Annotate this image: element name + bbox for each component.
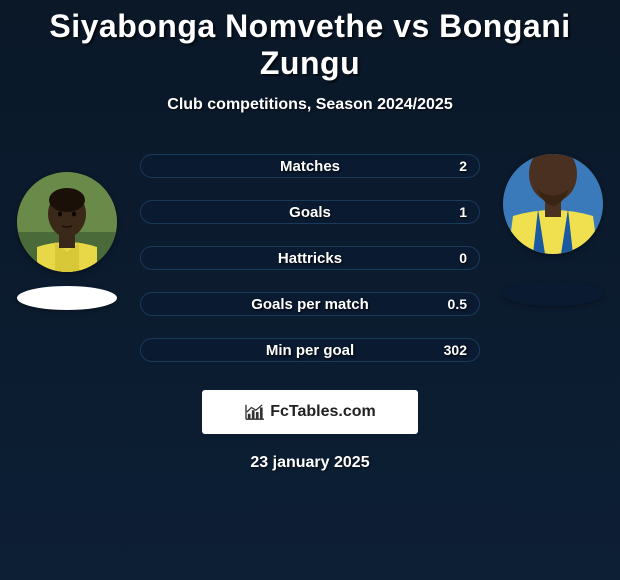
- stat-value: 2: [459, 158, 467, 174]
- player-right-column: [498, 154, 608, 306]
- player-left-column: [12, 154, 122, 310]
- stat-value: 1: [459, 204, 467, 220]
- chart-icon: [244, 403, 266, 421]
- date-label: 23 january 2025: [0, 454, 620, 472]
- stat-label: Min per goal: [266, 342, 354, 359]
- stat-bar-matches: Matches 2: [140, 154, 480, 178]
- stat-label: Hattricks: [278, 250, 342, 267]
- player-left-avatar: [17, 172, 117, 272]
- stat-label: Matches: [280, 158, 340, 175]
- brand-badge[interactable]: FcTables.com: [202, 390, 418, 434]
- main-row: Matches 2 Goals 1 Hattricks 0 Goals per …: [0, 154, 620, 362]
- player-right-avatar: [503, 154, 603, 254]
- player-right-flag: [503, 282, 603, 306]
- stat-label: Goals per match: [251, 296, 369, 313]
- page-title: Siyabonga Nomvethe vs Bongani Zungu: [0, 8, 620, 82]
- stat-label: Goals: [289, 204, 331, 221]
- player-left-flag: [17, 286, 117, 310]
- page-subtitle: Club competitions, Season 2024/2025: [0, 96, 620, 114]
- stat-bar-min-per-goal: Min per goal 302: [140, 338, 480, 362]
- stat-bar-goals: Goals 1: [140, 200, 480, 224]
- stat-bar-hattricks: Hattricks 0: [140, 246, 480, 270]
- comparison-card: Siyabonga Nomvethe vs Bongani Zungu Club…: [0, 0, 620, 472]
- stat-value: 302: [444, 342, 467, 358]
- stat-bar-goals-per-match: Goals per match 0.5: [140, 292, 480, 316]
- stat-value: 0.5: [448, 296, 467, 312]
- brand-text: FcTables.com: [270, 403, 376, 421]
- stats-column: Matches 2 Goals 1 Hattricks 0 Goals per …: [140, 154, 480, 362]
- stat-value: 0: [459, 250, 467, 266]
